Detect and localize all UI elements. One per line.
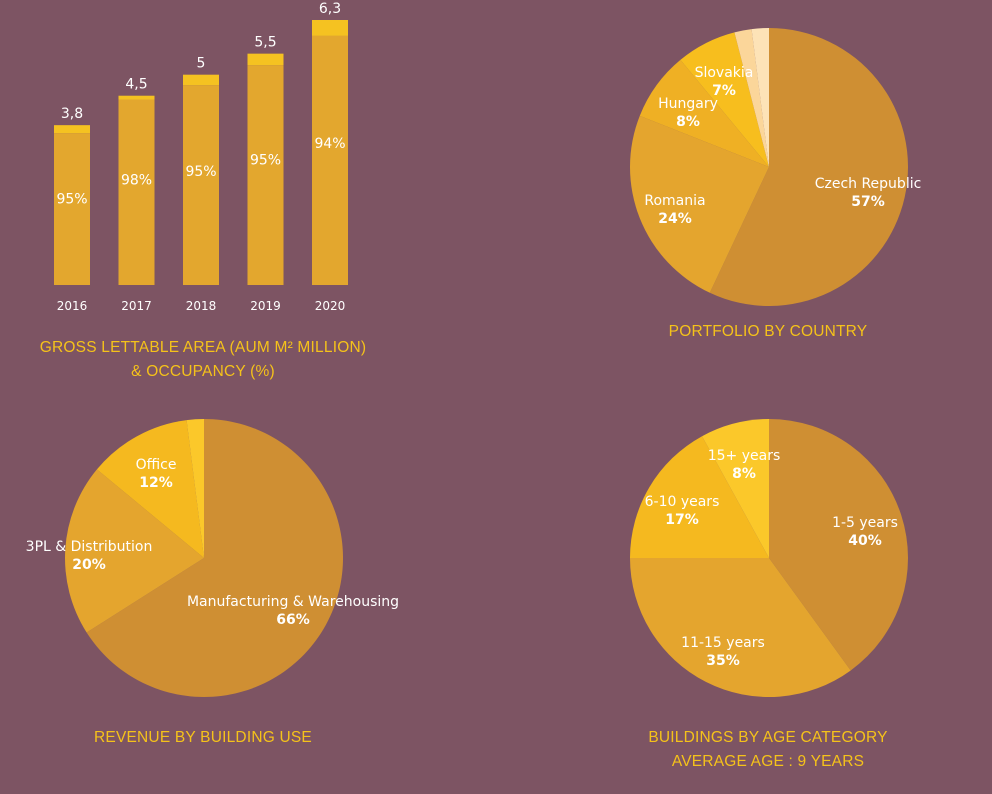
occupancy-label-2020: 94% [314, 136, 345, 152]
gla-value-label-2020: 6,3 [319, 1, 341, 17]
country-slice-label-3: Slovakia [695, 65, 754, 81]
age-slice-pct-2: 17% [665, 512, 699, 528]
use-slice-pct-0: 66% [276, 612, 310, 628]
country-slice-label-1: Romania [644, 193, 705, 209]
use-slice-0 [86, 419, 344, 697]
age-slice-2 [630, 436, 769, 558]
occupancy-bar-2018 [183, 85, 219, 285]
vacancy-bar-2018 [183, 74, 219, 86]
occupancy-label-2017: 98% [121, 172, 152, 188]
occupancy-bar-2019 [247, 65, 284, 285]
vacancy-bar-2019 [247, 53, 284, 66]
gla-value-label-2018: 5 [197, 56, 206, 72]
age-pie-chart: 1-5 years 40% 11-15 years 35% 6-10 years 17% 1… [630, 419, 908, 697]
use-pie-panel: Manufacturing & Warehousing 66% 3PL & Dist… [0, 400, 440, 720]
vacancy-bar-2020 [312, 20, 348, 36]
use-caption: REVENUE BY BUILDING USE [0, 726, 406, 750]
age-caption-line1: BUILDINGS BY AGE CATEGORY [648, 729, 888, 746]
age-caption: BUILDINGS BY AGE CATEGORY AVERAGE AGE : … [600, 726, 936, 774]
country-slice-2 [639, 59, 769, 167]
x-tick-label-2020: 2020 [315, 299, 346, 313]
vacancy-bar-2016 [54, 125, 90, 134]
occupancy-label-2019: 95% [250, 153, 281, 169]
use-slice-2 [96, 420, 204, 558]
country-slice-3 [680, 32, 769, 167]
age-slice-3 [702, 419, 769, 558]
country-caption: PORTFOLIO BY COUNTRY [600, 320, 936, 344]
country-pie-chart: Czech Republic 57% Romania 24% Hungary 8% Slov… [630, 28, 922, 306]
x-tick-label-2017: 2017 [121, 299, 152, 313]
occupancy-bar-2017 [118, 99, 155, 285]
use-slice-label-1: 3PL & Distribution [26, 539, 153, 555]
country-caption-line1: PORTFOLIO BY COUNTRY [668, 323, 868, 340]
age-slice-label-3: 15+ years [708, 448, 781, 464]
age-pie-panel: 1-5 years 40% 11-15 years 35% 6-10 years 17% 1… [600, 400, 992, 720]
use-pie-chart: Manufacturing & Warehousing 66% 3PL & Dist… [26, 419, 399, 697]
use-slice-pct-2: 12% [139, 475, 173, 491]
x-tick-label-2016: 2016 [57, 299, 88, 313]
gla-caption: GROSS LETTABLE AREA (AUM M² MILLION) & O… [0, 336, 406, 384]
occupancy-bar-2020 [312, 35, 348, 286]
gla-caption-line1: GROSS LETTABLE AREA (AUM M² MILLION) [39, 339, 367, 356]
use-caption-line1: REVENUE BY BUILDING USE [94, 729, 312, 746]
age-slice-label-2: 6-10 years [645, 494, 720, 510]
occupancy-bar-2016 [54, 133, 90, 285]
country-slice-4 [734, 29, 769, 168]
country-slice-pct-2: 8% [676, 114, 700, 130]
gla-caption-line2: & OCCUPANCY (%) [131, 363, 275, 380]
gla-value-label-2019: 5,5 [254, 35, 276, 51]
occupancy-label-2016: 95% [56, 191, 87, 207]
age-slice-pct-1: 35% [706, 653, 740, 669]
use-slice-pct-1: 20% [72, 557, 106, 573]
country-slice-label-2: Hungary [658, 96, 718, 112]
country-slice-0 [709, 28, 908, 306]
country-slice-label-0: Czech Republic [815, 176, 922, 192]
age-slice-pct-3: 8% [732, 466, 756, 482]
gla-value-label-2017: 4,5 [125, 77, 147, 93]
use-slice-label-0: Manufacturing & Warehousing [187, 594, 399, 610]
use-slice-1 [65, 469, 204, 633]
x-tick-label-2019: 2019 [250, 299, 281, 313]
age-slice-pct-0: 40% [848, 533, 882, 549]
age-slice-0 [769, 419, 908, 671]
age-slice-label-0: 1-5 years [832, 515, 898, 531]
x-tick-label-2018: 2018 [186, 299, 217, 313]
use-slice-label-2: Office [136, 457, 177, 473]
age-caption-line2: AVERAGE AGE : 9 YEARS [671, 753, 865, 770]
gla-value-label-2016: 3,8 [61, 106, 83, 122]
use-slice-3 [186, 419, 204, 558]
age-slice-label-1: 11-15 years [681, 635, 765, 651]
gla-bar-chart: 3,8 95% 2016 4,5 98% 2017 5 95% 2018 5,5 95% 2019 6,… [54, 1, 348, 313]
gla-chart-panel: 3,8 95% 2016 4,5 98% 2017 5 95% 2018 5,5 95% 2019 6,… [0, 0, 400, 330]
country-slice-pct-1: 24% [658, 211, 692, 227]
country-slice-5 [751, 28, 769, 167]
age-slice-1 [630, 558, 851, 697]
occupancy-label-2018: 95% [185, 164, 216, 180]
country-slice-pct-3: 7% [712, 83, 736, 99]
country-pie-panel: Czech Republic 57% Romania 24% Hungary 8% Slov… [600, 0, 992, 320]
country-slice-pct-0: 57% [851, 194, 885, 210]
country-slice-1 [630, 115, 769, 293]
vacancy-bar-2017 [118, 95, 155, 100]
